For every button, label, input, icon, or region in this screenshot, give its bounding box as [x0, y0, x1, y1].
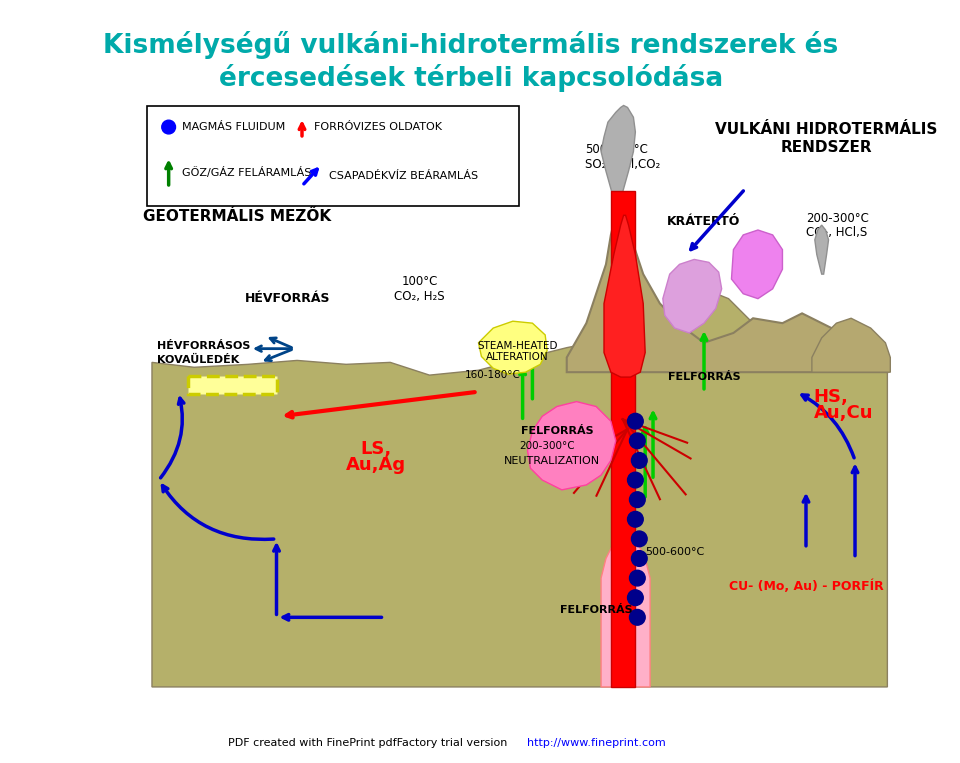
Text: HÉVFORRÁSOS: HÉVFORRÁSOS — [156, 341, 251, 351]
Text: 200-300°C: 200-300°C — [519, 441, 575, 451]
Polygon shape — [478, 321, 547, 374]
Circle shape — [628, 414, 643, 429]
Polygon shape — [815, 225, 828, 274]
Text: RENDSZER: RENDSZER — [780, 140, 873, 155]
Circle shape — [630, 433, 645, 449]
Text: GEOTERMÁLIS MEZŐK: GEOTERMÁLIS MEZŐK — [143, 209, 331, 224]
Text: KOVAÜLEDÉK: KOVAÜLEDÉK — [156, 356, 239, 365]
Circle shape — [630, 570, 645, 586]
Polygon shape — [528, 401, 615, 490]
Circle shape — [628, 472, 643, 488]
Circle shape — [628, 511, 643, 527]
Circle shape — [628, 590, 643, 606]
Text: http://www.fineprint.com: http://www.fineprint.com — [526, 738, 665, 748]
Text: NEUTRALIZATION: NEUTRALIZATION — [504, 456, 600, 466]
Text: CO₂, H₂S: CO₂, H₂S — [395, 290, 445, 303]
Polygon shape — [732, 230, 782, 298]
Text: 200-300°C: 200-300°C — [806, 212, 869, 225]
Polygon shape — [601, 534, 650, 687]
Text: ALTERATION: ALTERATION — [487, 353, 549, 362]
Polygon shape — [812, 318, 890, 372]
Text: PDF created with FinePrint pdfFactory trial version: PDF created with FinePrint pdfFactory tr… — [228, 738, 508, 748]
Circle shape — [162, 121, 176, 134]
Text: FORRÓVIZES OLDATOK: FORRÓVIZES OLDATOK — [314, 122, 442, 132]
Text: KRÁTERTÓ: KRÁTERTÓ — [667, 214, 741, 227]
Text: SO₂, HCl,CO₂: SO₂, HCl,CO₂ — [586, 158, 660, 171]
Circle shape — [630, 610, 645, 625]
Text: 500-900°C: 500-900°C — [586, 143, 648, 156]
Text: MAGMÁS FLUIDUM: MAGMÁS FLUIDUM — [182, 122, 286, 132]
Circle shape — [630, 492, 645, 507]
Text: FELFORRÁS: FELFORRÁS — [668, 372, 740, 382]
Text: 160-180°C: 160-180°C — [466, 370, 521, 380]
Text: LS,: LS, — [360, 439, 391, 458]
Polygon shape — [566, 191, 887, 372]
Polygon shape — [152, 289, 887, 687]
Text: Au,Ag: Au,Ag — [346, 456, 406, 475]
Text: CSAPADÉKVÍZ BEÁRAMLÁS: CSAPADÉKVÍZ BEÁRAMLÁS — [329, 171, 479, 181]
Circle shape — [632, 452, 647, 468]
Text: GŐZ/GÁZ FELÁRAMLÁS: GŐZ/GÁZ FELÁRAMLÁS — [182, 166, 312, 178]
Text: FELFORRÁS: FELFORRÁS — [560, 606, 633, 616]
Text: VULKÁNI HIDROTERMÁLIS: VULKÁNI HIDROTERMÁLIS — [715, 123, 938, 137]
Polygon shape — [604, 215, 645, 377]
Text: Kismélységű vulkáni-hidrotermális rendszerek és: Kismélységű vulkáni-hidrotermális rendsz… — [103, 31, 838, 59]
Text: HS,: HS, — [814, 388, 849, 406]
Text: Au,Cu: Au,Cu — [814, 404, 874, 423]
Polygon shape — [601, 105, 636, 195]
Text: CU- (Mo, Au) - PORFÍR: CU- (Mo, Au) - PORFÍR — [729, 579, 883, 593]
Polygon shape — [662, 259, 722, 333]
Circle shape — [632, 551, 647, 566]
Text: HÉVFORRÁS: HÉVFORRÁS — [245, 292, 330, 305]
Polygon shape — [611, 191, 636, 687]
Bar — [188, 376, 276, 394]
Text: FELFORRÁS: FELFORRÁS — [520, 426, 593, 436]
FancyBboxPatch shape — [147, 107, 518, 207]
Text: 500-600°C: 500-600°C — [645, 546, 705, 557]
Text: CO₂, HCl,S: CO₂, HCl,S — [806, 227, 867, 240]
Text: STEAM-HEATED: STEAM-HEATED — [477, 341, 558, 351]
Circle shape — [632, 531, 647, 547]
Text: ércesedések térbeli kapcsolódása: ércesedések térbeli kapcsolódása — [219, 64, 723, 92]
Text: 100°C: 100°C — [401, 275, 438, 288]
